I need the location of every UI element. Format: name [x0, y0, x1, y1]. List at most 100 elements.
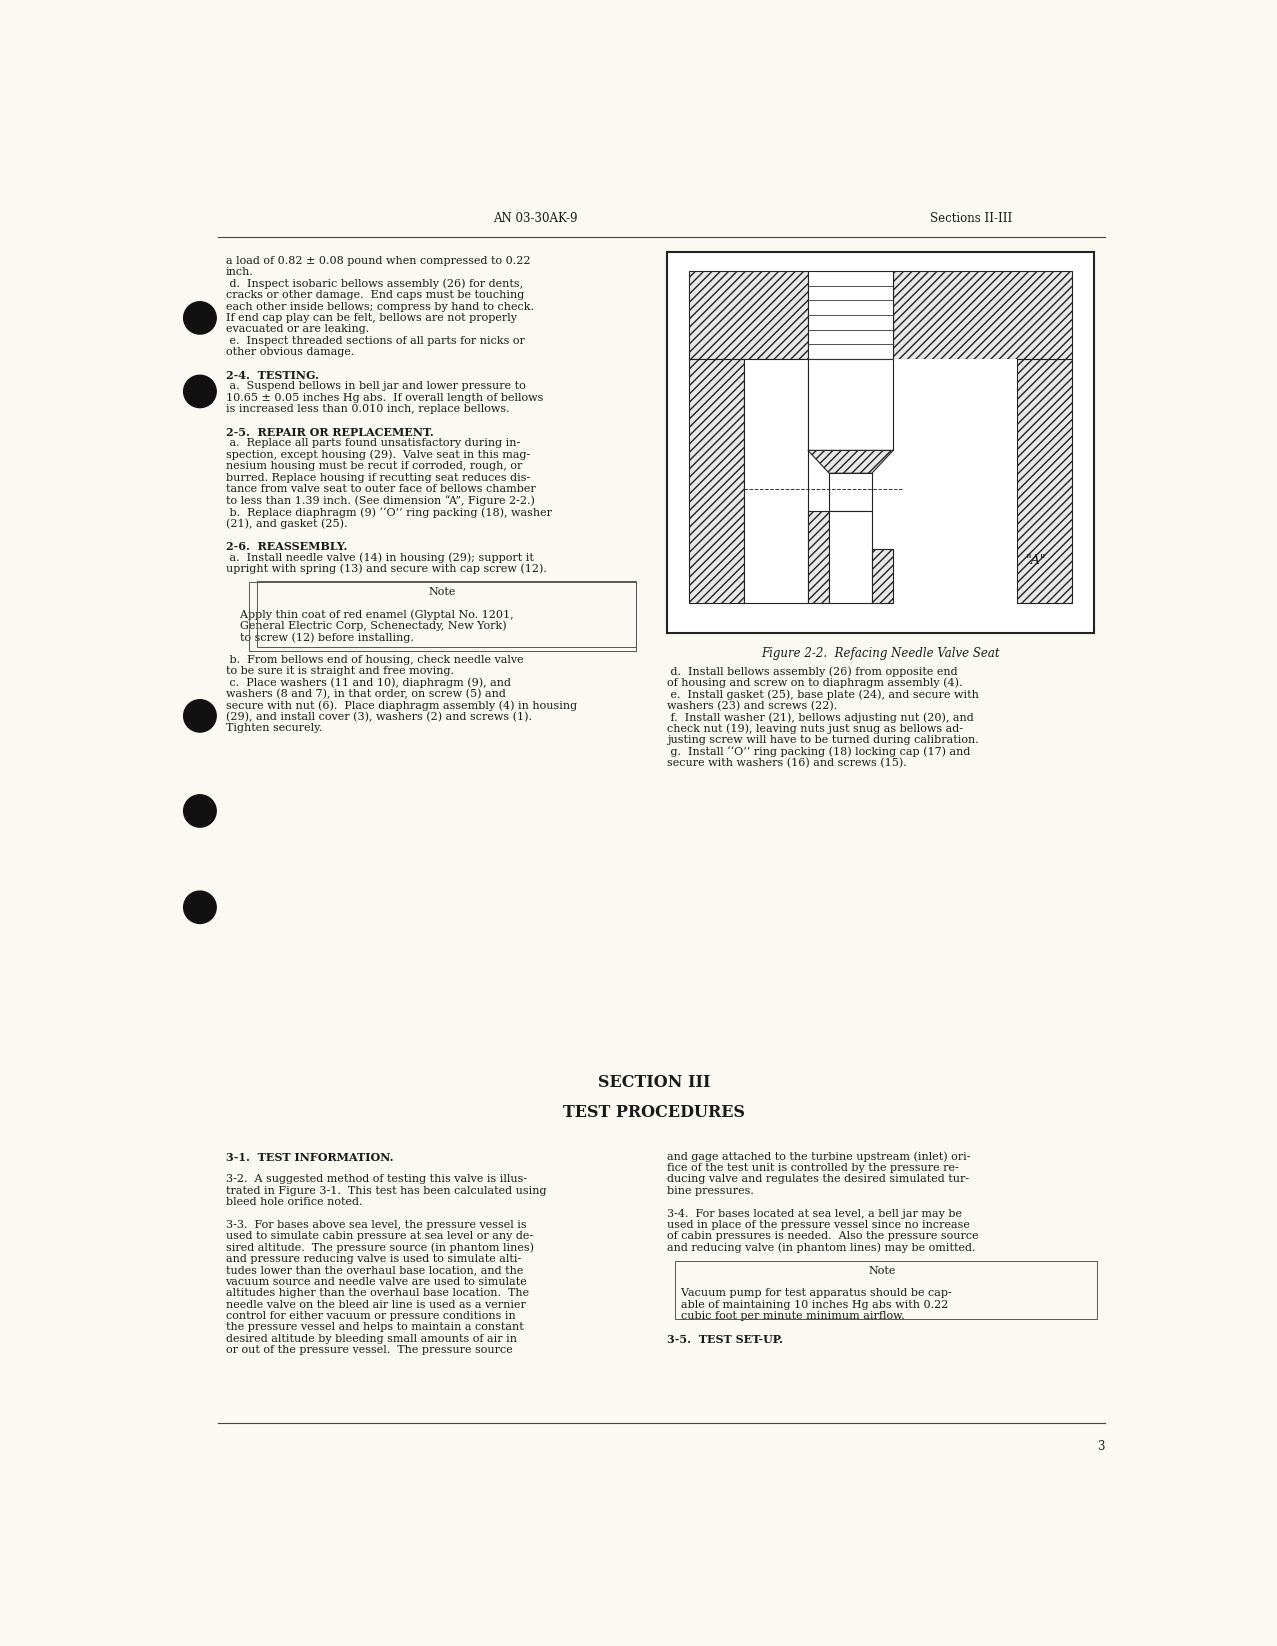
Text: tance from valve seat to outer face of bellows chamber: tance from valve seat to outer face of b…	[226, 484, 535, 494]
Text: bleed hole orifice noted.: bleed hole orifice noted.	[226, 1197, 361, 1207]
Circle shape	[184, 795, 216, 828]
Text: a.  Suspend bellows in bell jar and lower pressure to: a. Suspend bellows in bell jar and lower…	[226, 382, 525, 392]
Text: d.  Inspect isobaric bellows assembly (26) for dents,: d. Inspect isobaric bellows assembly (26…	[226, 278, 522, 290]
Text: a load of 0.82 ± 0.08 pound when compressed to 0.22: a load of 0.82 ± 0.08 pound when compres…	[226, 257, 530, 267]
Text: 3-2.  A suggested method of testing this valve is illus-: 3-2. A suggested method of testing this …	[226, 1174, 526, 1185]
Bar	[808, 359, 893, 451]
Text: needle valve on the bleed air line is used as a vernier: needle valve on the bleed air line is us…	[226, 1300, 525, 1310]
Text: the pressure vessel and helps to maintain a constant: the pressure vessel and helps to maintai…	[226, 1322, 524, 1333]
Text: a.  Replace all parts found unsatisfactory during in-: a. Replace all parts found unsatisfactor…	[226, 438, 520, 448]
Text: (29), and install cover (3), washers (2) and screws (1).: (29), and install cover (3), washers (2)…	[226, 711, 531, 723]
Text: is increased less than 0.010 inch, replace bellows.: is increased less than 0.010 inch, repla…	[226, 405, 510, 415]
Text: Apply thin coat of red enamel (Glyptal No. 1201,: Apply thin coat of red enamel (Glyptal N…	[226, 609, 513, 621]
Text: a.  Install needle valve (14) in housing (29); support it: a. Install needle valve (14) in housing …	[226, 553, 534, 563]
Text: General Electric Corp, Schenectady, New York): General Electric Corp, Schenectady, New …	[226, 621, 506, 632]
Text: control for either vacuum or pressure conditions in: control for either vacuum or pressure co…	[226, 1312, 515, 1322]
Text: of cabin pressures is needed.  Also the pressure source: of cabin pressures is needed. Also the p…	[668, 1231, 979, 1241]
Text: b.  From bellows end of housing, check needle valve: b. From bellows end of housing, check ne…	[226, 655, 524, 665]
Text: 3-5.  TEST SET-UP.: 3-5. TEST SET-UP.	[668, 1333, 783, 1345]
Bar	[744, 359, 808, 602]
Circle shape	[184, 890, 216, 923]
Text: inch.: inch.	[226, 267, 253, 278]
Text: f.  Install washer (21), bellows adjusting nut (20), and: f. Install washer (21), bellows adjustin…	[668, 713, 974, 723]
Text: of housing and screw on to diaphragm assembly (4).: of housing and screw on to diaphragm ass…	[668, 678, 963, 688]
Text: evacuated or are leaking.: evacuated or are leaking.	[226, 324, 369, 334]
Text: and gage attached to the turbine upstream (inlet) ori-: and gage attached to the turbine upstrea…	[668, 1152, 971, 1162]
Text: e.  Install gasket (25), base plate (24), and secure with: e. Install gasket (25), base plate (24),…	[668, 690, 979, 700]
Polygon shape	[808, 451, 893, 474]
Bar	[668, 252, 1093, 634]
Text: and reducing valve (in phantom lines) may be omitted.: and reducing valve (in phantom lines) ma…	[668, 1243, 976, 1253]
Text: used to simulate cabin pressure at sea level or any de-: used to simulate cabin pressure at sea l…	[226, 1231, 533, 1241]
Text: trated in Figure 3-1.  This test has been calculated using: trated in Figure 3-1. This test has been…	[226, 1185, 547, 1195]
Text: able of maintaining 10 inches Hg abs with 0.22: able of maintaining 10 inches Hg abs wit…	[668, 1300, 949, 1310]
Bar	[872, 550, 893, 602]
Text: and pressure reducing valve is used to simulate alti-: and pressure reducing valve is used to s…	[226, 1254, 521, 1264]
Text: 3-3.  For bases above sea level, the pressure vessel is: 3-3. For bases above sea level, the pres…	[226, 1220, 526, 1230]
Text: 2-5.  REPAIR OR REPLACEMENT.: 2-5. REPAIR OR REPLACEMENT.	[226, 426, 433, 438]
Text: 2-6.  REASSEMBLY.: 2-6. REASSEMBLY.	[226, 542, 347, 551]
Text: Sections II-III: Sections II-III	[930, 212, 1013, 226]
Text: 10.65 ± 0.05 inches Hg abs.  If overall length of bellows: 10.65 ± 0.05 inches Hg abs. If overall l…	[226, 393, 543, 403]
Text: secure with washers (16) and screws (15).: secure with washers (16) and screws (15)…	[668, 757, 907, 769]
Bar	[257, 581, 636, 647]
Text: desired altitude by bleeding small amounts of air in: desired altitude by bleeding small amoun…	[226, 1333, 516, 1343]
Bar	[676, 1261, 1097, 1318]
Bar	[808, 512, 829, 602]
Text: bine pressures.: bine pressures.	[668, 1185, 755, 1195]
Bar	[688, 272, 808, 359]
Text: altitudes higher than the overhaul base location.  The: altitudes higher than the overhaul base …	[226, 1289, 529, 1299]
Text: d.  Install bellows assembly (26) from opposite end: d. Install bellows assembly (26) from op…	[668, 667, 958, 677]
Bar	[808, 272, 893, 359]
Text: sired altitude.  The pressure source (in phantom lines): sired altitude. The pressure source (in …	[226, 1243, 534, 1253]
Text: 3: 3	[1098, 1440, 1105, 1452]
Text: SECTION III: SECTION III	[598, 1075, 711, 1091]
Circle shape	[184, 375, 216, 408]
Text: (21), and gasket (25).: (21), and gasket (25).	[226, 518, 347, 528]
Bar	[1016, 359, 1073, 602]
Text: tudes lower than the overhaul base location, and the: tudes lower than the overhaul base locat…	[226, 1266, 522, 1276]
Bar	[249, 583, 636, 652]
Text: secure with nut (6).  Place diaphragm assembly (4) in housing: secure with nut (6). Place diaphragm ass…	[226, 701, 577, 711]
Text: 2-4.  TESTING.: 2-4. TESTING.	[226, 370, 318, 380]
Text: used in place of the pressure vessel since no increase: used in place of the pressure vessel sin…	[668, 1220, 971, 1230]
Text: c.  Place washers (11 and 10), diaphragm (9), and: c. Place washers (11 and 10), diaphragm …	[226, 678, 511, 688]
Text: Tighten securely.: Tighten securely.	[226, 723, 322, 732]
Text: to less than 1.39 inch. (See dimension “A”, Figure 2-2.): to less than 1.39 inch. (See dimension “…	[226, 495, 534, 505]
Text: 3-4.  For bases located at sea level, a bell jar may be: 3-4. For bases located at sea level, a b…	[668, 1208, 963, 1218]
Text: "A": "A"	[1027, 555, 1047, 568]
Bar	[829, 512, 872, 602]
Text: Note: Note	[868, 1266, 896, 1276]
Text: 3-1.  TEST INFORMATION.: 3-1. TEST INFORMATION.	[226, 1152, 393, 1162]
Text: Vacuum pump for test apparatus should be cap-: Vacuum pump for test apparatus should be…	[668, 1289, 951, 1299]
Text: check nut (19), leaving nuts just snug as bellows ad-: check nut (19), leaving nuts just snug a…	[668, 724, 963, 734]
Text: cubic foot per minute minimum airflow.: cubic foot per minute minimum airflow.	[668, 1312, 905, 1322]
Text: AN 03-30AK-9: AN 03-30AK-9	[493, 212, 578, 226]
Text: each other inside bellows; compress by hand to check.: each other inside bellows; compress by h…	[226, 301, 534, 311]
Text: e.  Inspect threaded sections of all parts for nicks or: e. Inspect threaded sections of all part…	[226, 336, 525, 346]
Text: vacuum source and needle valve are used to simulate: vacuum source and needle valve are used …	[226, 1277, 527, 1287]
Text: burred. Replace housing if recutting seat reduces dis-: burred. Replace housing if recutting sea…	[226, 472, 530, 482]
Bar	[893, 359, 1016, 602]
Text: to be sure it is straight and free moving.: to be sure it is straight and free movin…	[226, 667, 453, 677]
Bar	[893, 272, 1073, 359]
Text: to screw (12) before installing.: to screw (12) before installing.	[226, 632, 414, 642]
Text: g.  Install ‘‘O’’ ring packing (18) locking cap (17) and: g. Install ‘‘O’’ ring packing (18) locki…	[668, 746, 971, 757]
Text: washers (23) and screws (22).: washers (23) and screws (22).	[668, 701, 838, 711]
Text: Note: Note	[429, 586, 456, 596]
Text: other obvious damage.: other obvious damage.	[226, 347, 354, 357]
Circle shape	[184, 700, 216, 732]
Text: nesium housing must be recut if corroded, rough, or: nesium housing must be recut if corroded…	[226, 461, 522, 471]
Text: If end cap play can be felt, bellows are not properly: If end cap play can be felt, bellows are…	[226, 313, 516, 323]
Text: b.  Replace diaphragm (9) ‘‘O’’ ring packing (18), washer: b. Replace diaphragm (9) ‘‘O’’ ring pack…	[226, 507, 552, 517]
Bar	[688, 359, 744, 602]
Text: fice of the test unit is controlled by the pressure re-: fice of the test unit is controlled by t…	[668, 1164, 959, 1174]
Text: ducing valve and regulates the desired simulated tur-: ducing valve and regulates the desired s…	[668, 1174, 969, 1185]
Bar	[668, 252, 1093, 634]
Text: spection, except housing (29).  Valve seat in this mag-: spection, except housing (29). Valve sea…	[226, 449, 530, 461]
Text: upright with spring (13) and secure with cap screw (12).: upright with spring (13) and secure with…	[226, 563, 547, 574]
Circle shape	[184, 301, 216, 334]
Text: washers (8 and 7), in that order, on screw (5) and: washers (8 and 7), in that order, on scr…	[226, 690, 506, 700]
Text: TEST PROCEDURES: TEST PROCEDURES	[563, 1104, 746, 1121]
Text: cracks or other damage.  End caps must be touching: cracks or other damage. End caps must be…	[226, 290, 524, 300]
